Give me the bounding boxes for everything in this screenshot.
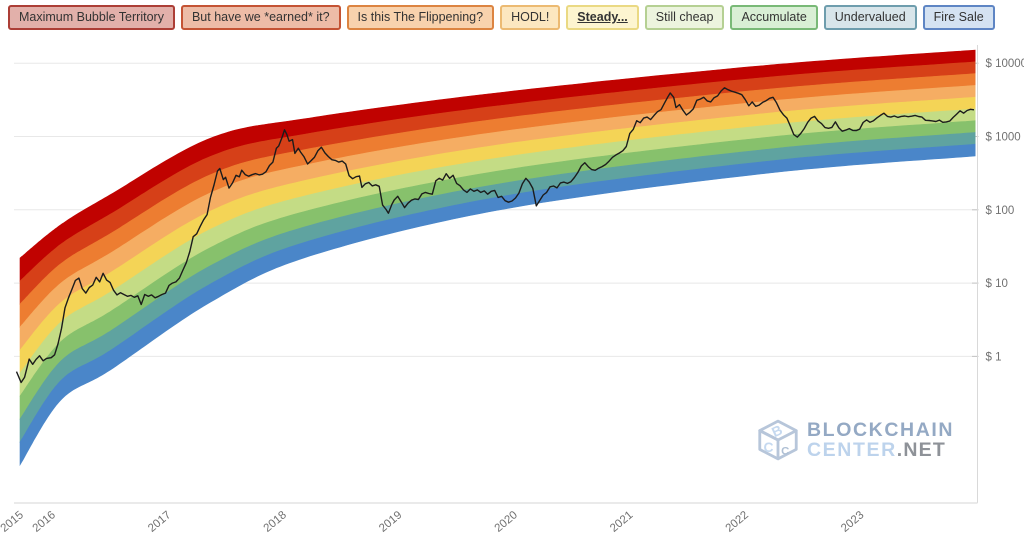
- y-axis-label-1: $ 1: [986, 351, 1002, 363]
- logo-text-blockchain: BLOCKCHAIN: [807, 418, 955, 441]
- y-axis-label-10000: $ 10000: [986, 58, 1024, 70]
- x-axis-label-2019: 2019: [377, 509, 404, 535]
- x-axis-label-2023: 2023: [839, 509, 866, 535]
- legend-button-is-this-the-flippening[interactable]: Is this The Flippening?: [346, 5, 495, 30]
- legend-button-fire-sale[interactable]: Fire Sale: [922, 5, 995, 30]
- x-axis-label-2015: 2015: [0, 509, 26, 535]
- x-axis-label-2018: 2018: [262, 509, 289, 535]
- logo-text-center: CENTER: [807, 438, 897, 461]
- legend-button-steady[interactable]: Steady...: [566, 5, 639, 30]
- price-line: [15, 87, 975, 384]
- blockchaincenter-logo: B C C BLOCKCHAIN CENTER.NET: [756, 415, 954, 465]
- legend-button-accumulate[interactable]: Accumulate: [730, 5, 818, 30]
- y-axis-label-100: $ 100: [986, 205, 1015, 217]
- svg-text:C: C: [781, 445, 789, 457]
- legend-button-still-cheap[interactable]: Still cheap: [644, 5, 725, 30]
- logo-text-net: .NET: [896, 438, 946, 461]
- band-fire-sale: [19, 143, 976, 467]
- blockchaincenter-cube-icon: B C C: [758, 419, 798, 461]
- svg-text:C: C: [764, 439, 774, 455]
- y-axis-label-10: $ 10: [986, 278, 1008, 290]
- x-axis-label-2022: 2022: [724, 509, 751, 535]
- legend-bar: Maximum Bubble Territory But have we *ear…: [8, 5, 995, 30]
- x-axis-label-2017: 2017: [146, 509, 173, 535]
- x-axis-label-2016: 2016: [31, 509, 58, 535]
- x-axis-label-2020: 2020: [493, 509, 520, 535]
- legend-button-maximum-bubble-territory[interactable]: Maximum Bubble Territory: [8, 5, 175, 30]
- legend-button-but-have-we-earned-it[interactable]: But have we *earned* it?: [180, 5, 341, 30]
- logo-text: BLOCKCHAIN CENTER.NET: [807, 419, 954, 462]
- legend-button-undervalued[interactable]: Undervalued: [823, 5, 917, 30]
- legend-button-hodl[interactable]: HODL!: [500, 5, 561, 30]
- y-axis-label-1000: $ 1000: [986, 132, 1021, 144]
- x-axis-label-2021: 2021: [608, 509, 635, 535]
